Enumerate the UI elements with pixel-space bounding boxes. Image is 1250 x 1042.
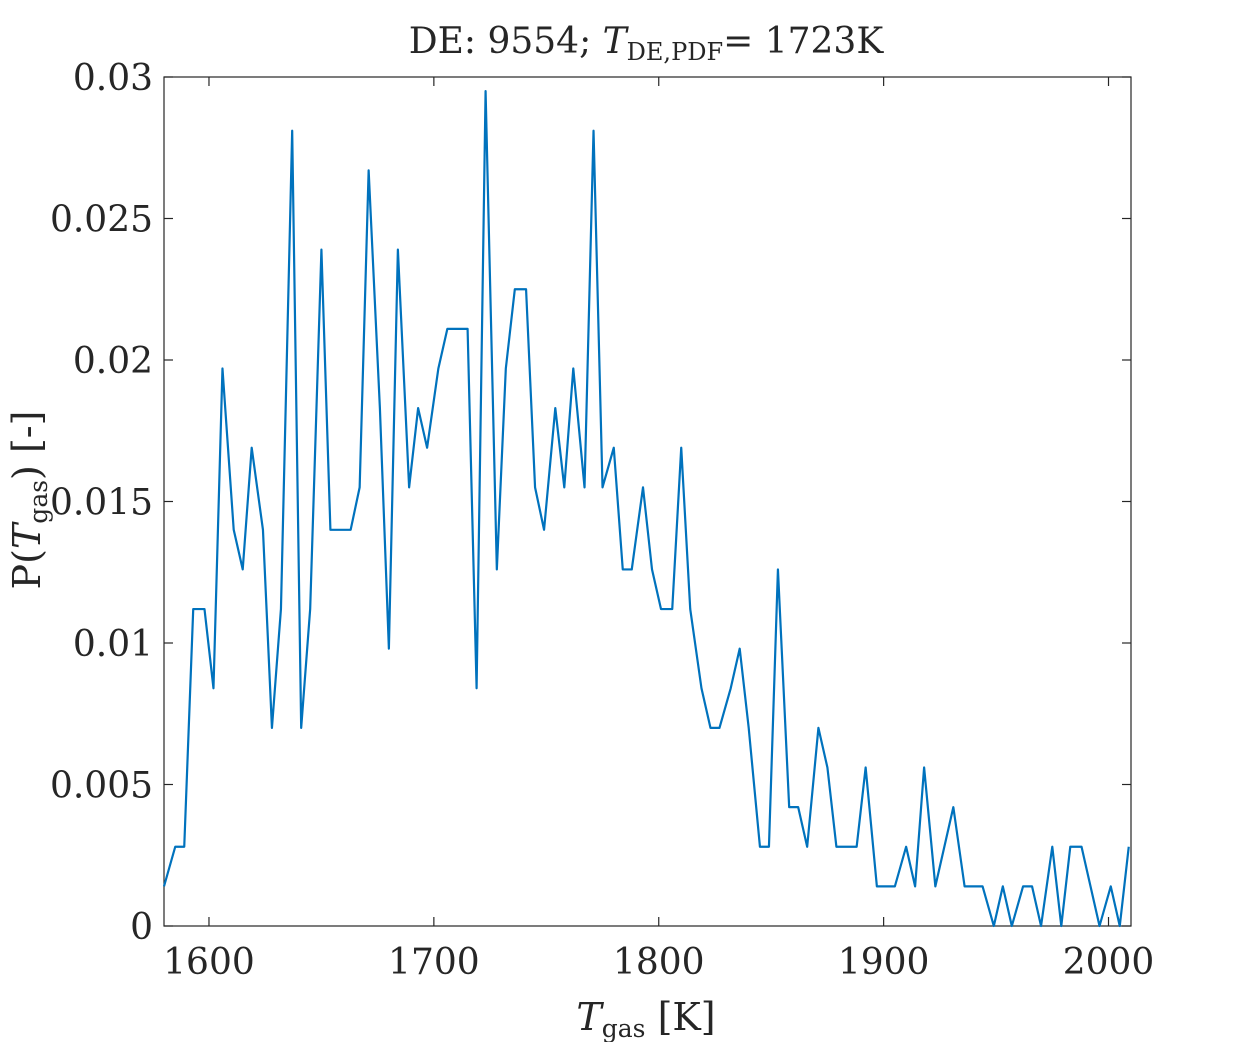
- series-line: [162, 90, 1130, 928]
- plot-area: 1600 1700 1800 1900 2000 0 0.005 0.01 0.015 0.02…: [50, 58, 1154, 983]
- x-tick-label: 2000: [1063, 942, 1155, 983]
- y-axis: 0 0.005 0.01 0.015 0.02 0.025 0.03: [50, 58, 1131, 948]
- axes-box: [163, 76, 1132, 927]
- y-tick-label: 0.005: [50, 766, 153, 807]
- y-axis-label: P(Tgas) [-]: [5, 411, 53, 590]
- x-axis: 1600 1700 1800 1900 2000: [163, 77, 1154, 983]
- x-tick-label: 1700: [388, 942, 480, 983]
- y-tick-label: 0.02: [73, 341, 153, 382]
- x-tick-label: 1900: [838, 942, 930, 983]
- chart-title: DE: 9554; TDE,PDF= 1723K: [409, 21, 885, 66]
- x-tick-label: 1600: [163, 942, 255, 983]
- y-tick-label: 0.025: [50, 200, 153, 241]
- y-tick-label: 0: [130, 907, 153, 948]
- y-tick-label: 0.015: [50, 483, 153, 524]
- y-tick-label: 0.03: [73, 58, 153, 99]
- y-tick-label: 0.01: [73, 624, 153, 665]
- x-tick-label: 1800: [613, 942, 705, 983]
- x-axis-label: Tgas [K]: [576, 995, 715, 1042]
